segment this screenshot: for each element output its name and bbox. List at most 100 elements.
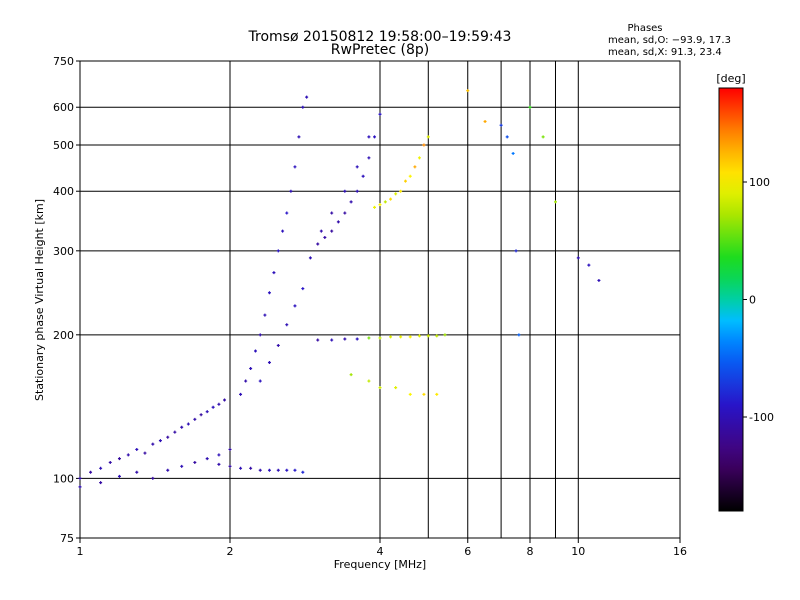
data-point <box>205 410 209 414</box>
data-point <box>186 422 190 426</box>
data-point <box>158 439 162 443</box>
data-point <box>367 336 371 340</box>
data-point <box>239 392 243 396</box>
data-point <box>514 249 518 253</box>
x-tick-label: 10 <box>571 545 585 558</box>
data-point <box>367 379 371 383</box>
data-point <box>378 336 382 340</box>
data-point <box>117 474 121 478</box>
data-point <box>180 425 184 429</box>
data-point <box>205 457 209 461</box>
x-axis-label: Frequency [MHz] <box>334 558 426 571</box>
x-tick-label: 2 <box>227 545 234 558</box>
data-point <box>373 205 377 209</box>
data-point <box>117 457 121 461</box>
data-point <box>285 211 289 215</box>
y-tick-label: 100 <box>53 472 74 485</box>
y-tick-label: 400 <box>53 185 74 198</box>
data-point <box>435 334 439 338</box>
data-point <box>505 135 509 139</box>
data-point <box>483 120 487 124</box>
data-point <box>143 451 147 455</box>
data-point <box>126 453 130 457</box>
data-point <box>228 464 232 468</box>
y-axis-label: Stationary phase Virtual Height [km] <box>33 199 46 401</box>
data-point <box>151 442 155 446</box>
data-point <box>301 105 305 109</box>
data-point <box>517 333 521 337</box>
data-point <box>258 333 262 337</box>
chart-title: Tromsø 20150812 19:58:00–19:59:43 <box>248 29 512 45</box>
data-point <box>422 143 426 147</box>
data-point <box>258 379 262 383</box>
data-point <box>426 135 430 139</box>
data-point <box>223 398 227 402</box>
data-point <box>285 323 289 327</box>
data-point <box>378 386 382 390</box>
data-point <box>408 335 412 339</box>
data-point <box>343 211 347 215</box>
data-point <box>249 366 253 370</box>
x-tick-label: 16 <box>673 545 687 558</box>
data-point <box>78 485 82 489</box>
data-point <box>301 470 305 474</box>
x-tick-label: 6 <box>464 545 471 558</box>
data-point <box>211 405 215 409</box>
data-point <box>281 229 285 233</box>
data-point <box>193 460 197 464</box>
colorbar-label: [deg] <box>716 72 745 85</box>
data-point <box>399 335 403 339</box>
data-point <box>267 360 271 364</box>
data-point <box>413 165 417 169</box>
data-point <box>597 278 601 282</box>
chart-subtitle: RwPretec (8p) <box>331 42 429 58</box>
data-point <box>499 123 503 127</box>
y-tick-label: 500 <box>53 139 74 152</box>
data-point <box>135 447 139 451</box>
data-point <box>258 468 262 472</box>
data-point <box>135 470 139 474</box>
data-point <box>276 249 280 253</box>
data-point <box>426 334 430 338</box>
data-point <box>305 95 309 99</box>
data-point <box>330 229 334 233</box>
data-point <box>217 402 221 406</box>
data-point <box>367 135 371 139</box>
data-point <box>166 435 170 439</box>
data-point <box>319 229 323 233</box>
data-point <box>289 189 293 193</box>
data-point <box>408 174 412 178</box>
plot-area: 1 2 4 6 8 10 16 75 100 200 300 400 500 600 750 <box>53 55 687 558</box>
data-point <box>228 447 232 451</box>
data-point <box>355 337 359 341</box>
stats-heading: Phases <box>627 23 662 34</box>
data-point <box>394 386 398 390</box>
data-point <box>89 470 93 474</box>
data-point <box>293 165 297 169</box>
data-point <box>253 349 257 353</box>
data-point <box>193 417 197 421</box>
data-point <box>389 335 393 339</box>
data-point <box>435 392 439 396</box>
data-point <box>199 413 203 417</box>
data-point <box>151 476 155 480</box>
y-tick-label: 200 <box>53 329 74 342</box>
y-tick-label: 750 <box>53 55 74 68</box>
data-point <box>408 392 412 396</box>
data-point <box>316 338 320 342</box>
data-point <box>272 271 276 275</box>
stats-o-line: mean, sd,O: −93.9, 17.3 <box>608 35 731 46</box>
x-tick-label: 4 <box>377 545 384 558</box>
data-point <box>244 379 248 383</box>
data-point <box>361 174 365 178</box>
data-point <box>528 105 532 109</box>
data-point <box>293 304 297 308</box>
data-point <box>239 466 243 470</box>
data-point <box>276 343 280 347</box>
y-tick-label: 300 <box>53 245 74 258</box>
data-point <box>166 468 170 472</box>
data-point <box>343 337 347 341</box>
data-point <box>553 200 557 204</box>
data-point <box>383 200 387 204</box>
colorbar-tick-label: -100 <box>749 411 774 424</box>
